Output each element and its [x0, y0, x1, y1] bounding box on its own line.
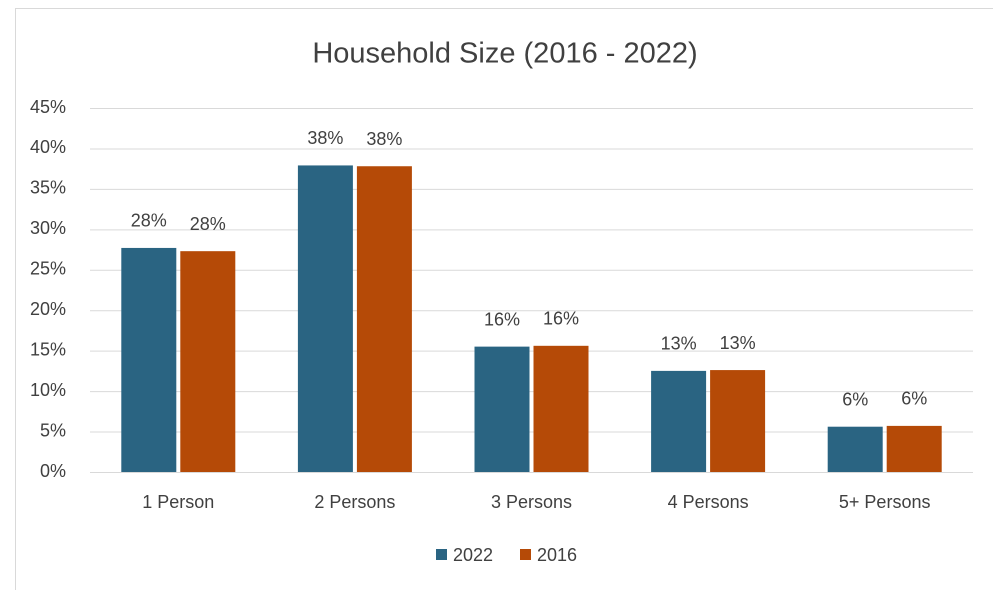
- x-tick-label: 1 Person: [142, 492, 214, 512]
- data-label: 6%: [901, 389, 927, 409]
- bar: [710, 370, 766, 472]
- data-label: 13%: [720, 333, 756, 353]
- bar: [356, 166, 412, 473]
- y-tick-label: 20%: [30, 299, 66, 319]
- y-tick-label: 45%: [30, 97, 66, 117]
- y-tick-label: 10%: [30, 380, 66, 400]
- x-tick-label: 5+ Persons: [839, 492, 931, 512]
- x-tick-label: 2 Persons: [314, 492, 395, 512]
- bar: [297, 165, 353, 473]
- legend-swatch: [520, 549, 531, 560]
- data-label: 38%: [366, 129, 402, 149]
- data-label: 6%: [842, 389, 868, 409]
- chart-title: Household Size (2016 - 2022): [312, 38, 697, 70]
- bar: [180, 251, 236, 472]
- legend-swatch: [436, 549, 447, 560]
- legend-label: 2022: [453, 545, 493, 565]
- y-tick-label: 5%: [40, 420, 66, 440]
- data-label: 16%: [484, 309, 520, 329]
- y-tick-label: 25%: [30, 259, 66, 279]
- y-tick-label: 35%: [30, 178, 66, 198]
- legend-label: 2016: [537, 545, 577, 565]
- y-tick-label: 0%: [40, 461, 66, 481]
- data-label: 13%: [661, 334, 697, 354]
- bar: [474, 346, 530, 472]
- x-tick-label: 3 Persons: [491, 492, 572, 512]
- y-tick-label: 40%: [30, 137, 66, 157]
- x-tick-label: 4 Persons: [668, 492, 749, 512]
- bar: [886, 425, 942, 472]
- y-tick-label: 30%: [30, 218, 66, 238]
- bar: [651, 370, 707, 472]
- bar: [121, 247, 177, 472]
- data-label: 16%: [543, 309, 579, 329]
- chart-frame: [15, 8, 993, 590]
- bar: [533, 345, 589, 472]
- y-tick-label: 15%: [30, 339, 66, 359]
- bar: [827, 426, 883, 472]
- data-label: 28%: [190, 214, 226, 234]
- data-label: 28%: [131, 211, 167, 231]
- data-label: 38%: [307, 128, 343, 148]
